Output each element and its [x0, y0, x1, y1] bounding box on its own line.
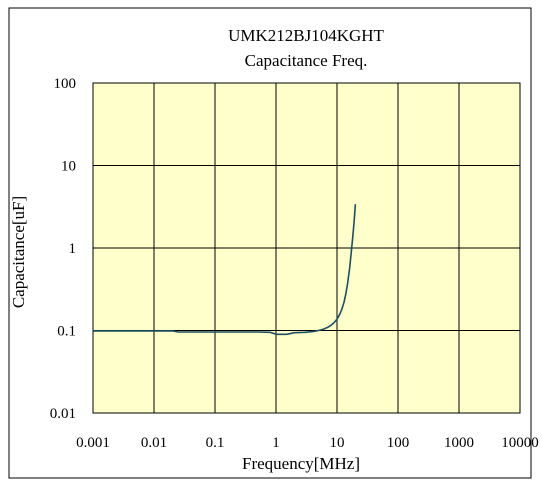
- x-tick-label: 10000: [501, 435, 539, 451]
- series-layer: [93, 204, 357, 336]
- plot-border: [92, 82, 521, 414]
- y-tick-label: 0.01: [50, 406, 76, 422]
- y-tick-label: 100: [54, 76, 77, 92]
- x-tick-label: 0.1: [206, 435, 225, 451]
- chart-title: UMK212BJ104KGHT: [228, 26, 384, 45]
- y-tick-label: 1: [69, 241, 77, 257]
- x-tick-label: 100: [387, 435, 410, 451]
- y-tick-label: 0.1: [57, 324, 76, 340]
- x-tick-label: 0.01: [141, 435, 167, 451]
- x-tick-label: 10: [330, 435, 345, 451]
- x-axis-label: Frequency[MHz]: [242, 454, 360, 473]
- capacitance-series-line: [93, 204, 357, 336]
- x-tick-label: 1000: [444, 435, 474, 451]
- x-tick-label: 1: [272, 435, 280, 451]
- y-axis-label: Capacitance[uF]: [9, 196, 28, 308]
- chart-subtitle: Capacitance Freq.: [245, 51, 368, 70]
- y-tick-label: 10: [61, 159, 76, 175]
- x-tick-label: 0.001: [76, 435, 110, 451]
